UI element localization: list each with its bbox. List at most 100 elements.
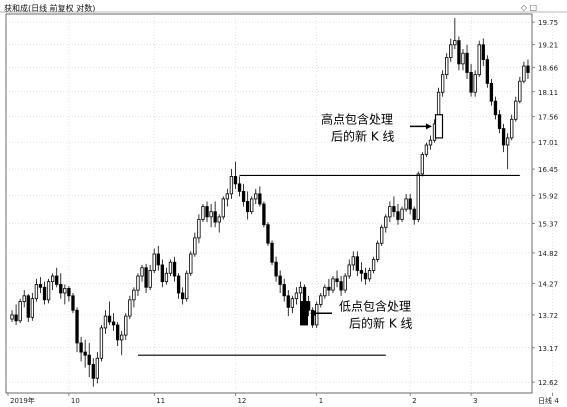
candle xyxy=(237,176,242,197)
candle-body-down xyxy=(485,59,490,84)
candle xyxy=(266,222,270,246)
candle-body-down xyxy=(526,65,530,73)
chart-title: 获和成(日线 前复权 对数) xyxy=(4,4,96,13)
candle xyxy=(367,267,372,282)
candle xyxy=(505,133,510,170)
candle-body-down xyxy=(205,206,209,218)
candle-body-down xyxy=(59,284,63,294)
candle xyxy=(477,40,481,77)
candle xyxy=(420,152,425,177)
candle-body-up xyxy=(384,216,388,228)
candle-body-down xyxy=(481,44,485,60)
low-annotation-line2: 后的新 K 线 xyxy=(349,315,413,330)
candle xyxy=(522,61,526,84)
candle-body-down xyxy=(87,354,91,365)
candle xyxy=(396,204,400,225)
x-tick-label: 4 xyxy=(554,397,559,405)
square-icon[interactable]: □ xyxy=(529,3,537,12)
candle-body-down xyxy=(237,183,242,192)
x-tick-label: 1 xyxy=(319,397,323,405)
high-merged-candle xyxy=(434,114,444,139)
candle xyxy=(286,290,290,317)
y-tick-label: 18.66 xyxy=(538,65,559,73)
candle-body-down xyxy=(241,190,246,202)
candle-body-up xyxy=(148,270,152,288)
candle-body-up xyxy=(424,144,429,155)
y-tick-label: 16.45 xyxy=(538,166,558,174)
candle xyxy=(46,278,51,304)
candle-body-up xyxy=(209,211,213,218)
candle xyxy=(221,196,225,220)
candle-body-up xyxy=(193,237,197,255)
candle xyxy=(400,206,404,223)
candle-body-down xyxy=(274,261,278,277)
candle xyxy=(404,193,408,212)
candle xyxy=(355,251,360,277)
candle-body-up xyxy=(400,208,404,220)
candle xyxy=(124,313,128,340)
high-annotation-line2: 后的新 K 线 xyxy=(331,128,395,143)
candle xyxy=(164,267,169,285)
candle xyxy=(440,70,445,97)
candle-body-up xyxy=(473,74,477,93)
candle-body-down xyxy=(115,324,120,341)
candle-body-down xyxy=(501,128,506,146)
candle-body-down xyxy=(363,272,368,280)
candle-body-up xyxy=(351,256,355,266)
candle-body-down xyxy=(172,261,177,277)
candle xyxy=(10,310,14,322)
y-tick-label: 17.01 xyxy=(538,139,558,147)
candle-body-down xyxy=(79,342,83,353)
candle xyxy=(469,63,473,97)
candle xyxy=(526,59,530,80)
candle-body-down xyxy=(278,275,282,285)
y-tick-label: 19.75 xyxy=(538,19,558,27)
candle xyxy=(152,248,156,274)
candle-body-down xyxy=(266,224,270,244)
candle xyxy=(445,53,449,80)
candle xyxy=(294,287,299,305)
candle-body-down xyxy=(38,284,43,288)
candle xyxy=(465,44,469,80)
plot-border xyxy=(5,13,533,394)
candle xyxy=(380,224,384,246)
candle-body-up xyxy=(428,139,433,146)
candle-body-up xyxy=(331,278,335,291)
candle xyxy=(180,287,185,305)
candle xyxy=(111,313,116,331)
candle-body-up xyxy=(477,44,481,76)
candle xyxy=(168,259,173,277)
candle-body-up xyxy=(254,193,258,200)
candle-body-down xyxy=(359,270,364,274)
candle-body-up xyxy=(197,219,201,239)
corner-icons[interactable]: ◇ □ xyxy=(521,3,537,12)
candle-body-up xyxy=(99,327,104,359)
candle xyxy=(75,307,79,353)
candle xyxy=(156,245,160,271)
candle-body-up xyxy=(416,173,420,220)
candle-body-down xyxy=(75,309,79,344)
candle xyxy=(14,304,18,325)
candle-body-up xyxy=(221,198,225,218)
candle-body-up xyxy=(34,284,39,300)
candle-body-down xyxy=(457,40,461,65)
candle-body-down xyxy=(156,253,160,266)
diamond-icon[interactable]: ◇ xyxy=(520,3,527,12)
candle-body-down xyxy=(396,211,400,220)
candle xyxy=(262,201,266,228)
candle-body-down xyxy=(91,364,95,379)
candle-body-up xyxy=(449,44,453,58)
candle xyxy=(392,196,396,217)
candle xyxy=(160,259,165,288)
candle xyxy=(91,358,95,387)
candle xyxy=(323,284,327,299)
candle xyxy=(176,273,181,299)
candle-body-down xyxy=(270,242,274,263)
y-tick-label: 14.27 xyxy=(538,280,558,288)
x-tick-label: 10 xyxy=(71,397,80,405)
candle-body-up xyxy=(371,259,376,271)
candle xyxy=(229,169,234,199)
candle xyxy=(148,264,152,291)
candle-body-down xyxy=(14,314,18,322)
